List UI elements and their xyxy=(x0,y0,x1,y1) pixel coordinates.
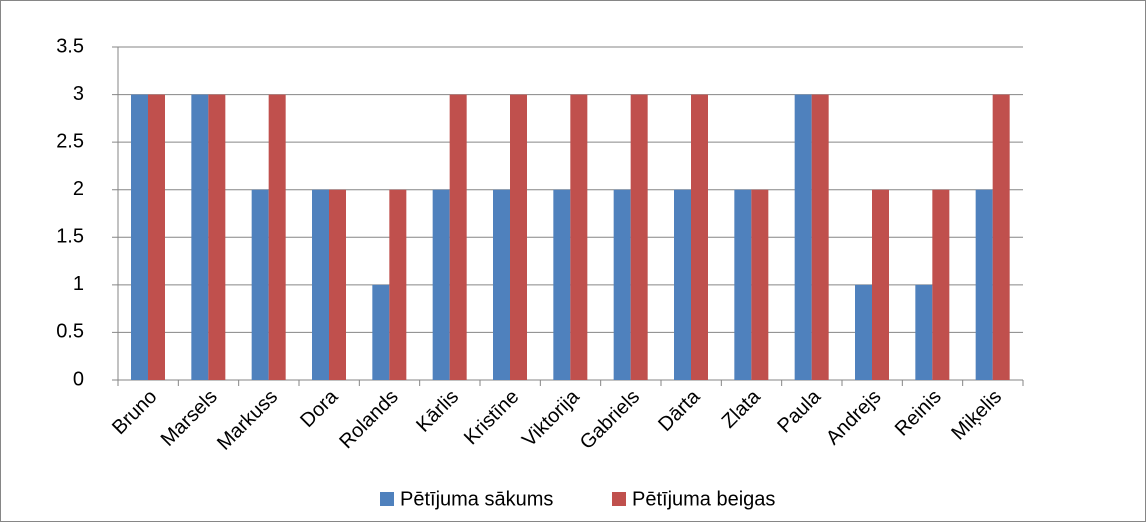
bar xyxy=(630,94,648,381)
bar xyxy=(872,189,889,380)
y-tick-label: 3.5 xyxy=(56,35,84,57)
y-tick-label: 2.5 xyxy=(56,130,84,152)
legend-label: Pētījuma beigas xyxy=(632,488,775,510)
bar xyxy=(553,189,571,380)
bar xyxy=(613,189,631,380)
y-tick-label: 1 xyxy=(73,273,84,295)
bar xyxy=(372,284,390,380)
bar xyxy=(389,189,407,380)
bar xyxy=(208,94,226,381)
bar xyxy=(751,189,769,380)
y-tick-label: 0.5 xyxy=(56,321,84,343)
bar xyxy=(674,189,691,380)
bar xyxy=(329,189,346,380)
y-tick-label: 3 xyxy=(73,83,84,105)
bar xyxy=(975,189,993,380)
legend-swatch xyxy=(380,492,394,506)
bar xyxy=(734,189,752,380)
bar xyxy=(992,94,1010,381)
bar xyxy=(811,94,829,381)
bar xyxy=(251,189,269,380)
bar xyxy=(794,94,812,381)
bar xyxy=(449,94,467,381)
bar xyxy=(191,94,209,381)
y-tick-label: 1.5 xyxy=(56,226,84,248)
bar xyxy=(131,94,148,381)
legend-label: Pētījuma sākums xyxy=(400,488,553,510)
bar xyxy=(312,189,329,380)
legend-swatch xyxy=(612,492,626,506)
y-tick-label: 0 xyxy=(73,368,84,390)
bar xyxy=(855,284,872,380)
bar xyxy=(268,94,286,381)
bar xyxy=(691,94,708,381)
bar xyxy=(432,189,450,380)
bar xyxy=(915,284,933,380)
bar xyxy=(570,94,588,381)
bar xyxy=(493,189,510,380)
bar xyxy=(510,94,527,381)
y-tick-label: 2 xyxy=(73,178,84,200)
bar xyxy=(148,94,165,381)
bar xyxy=(932,189,950,380)
